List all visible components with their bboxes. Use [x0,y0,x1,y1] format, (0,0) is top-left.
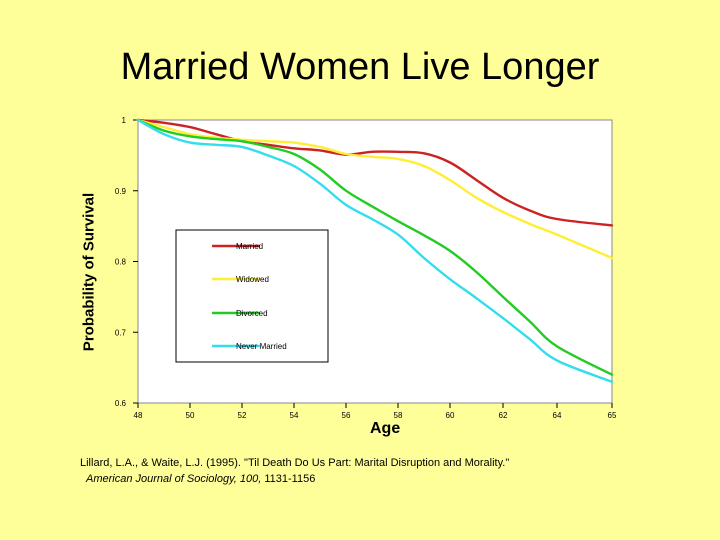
x-tick-label: 50 [186,411,195,420]
axes: 48 50 52 54 56 58 60 62 64 65 1 0.9 0.8 0.7 0.6 [115,116,617,420]
citation-journal: American Journal of Sociology, 100, [86,473,262,485]
y-axis-label: Probability of Survival [80,192,98,352]
x-tick-label: 64 [553,411,562,420]
series-line-widowed [136,118,614,260]
x-tick-label: 54 [290,411,299,420]
legend-label-widowed: Widowed [236,275,269,284]
slide-title: Married Women Live Longer [120,46,600,88]
citation: Lillard, L.A., & Waite, L.J. (1995). "Ti… [80,455,509,487]
x-tick-label: 48 [134,411,143,420]
y-tick-label: 0.6 [115,399,127,408]
y-tick-label: 1 [122,116,127,125]
series-lines [136,118,614,383]
y-tick-label: 0.9 [115,187,127,196]
y-tick-label: 0.7 [115,328,127,337]
x-tick-label: 58 [394,411,403,420]
x-tick-label: 60 [446,411,455,420]
x-tick-label: 65 [608,411,617,420]
legend-box [175,229,329,363]
legend-label-married: Married [236,242,263,251]
citation-line-2: American Journal of Sociology, 100, 1131… [80,471,509,487]
x-tick-label: 56 [342,411,351,420]
series-line-divorced [136,118,614,376]
citation-pages: 1131-1156 [261,473,316,485]
x-tick-label: 52 [238,411,247,420]
citation-line-1: Lillard, L.A., & Waite, L.J. (1995). "Ti… [80,457,510,469]
x-tick-label: 62 [499,411,508,420]
y-tick-label: 0.8 [115,258,127,267]
legend-label-divorced: Divorced [236,309,268,318]
legend-label-never-married: Never Married [236,342,287,351]
series-line-married [136,118,614,227]
legend: Married Widowed Divorced Never Married [175,229,329,363]
x-axis-label: Age [370,420,401,437]
series-line-never-married [136,118,614,383]
